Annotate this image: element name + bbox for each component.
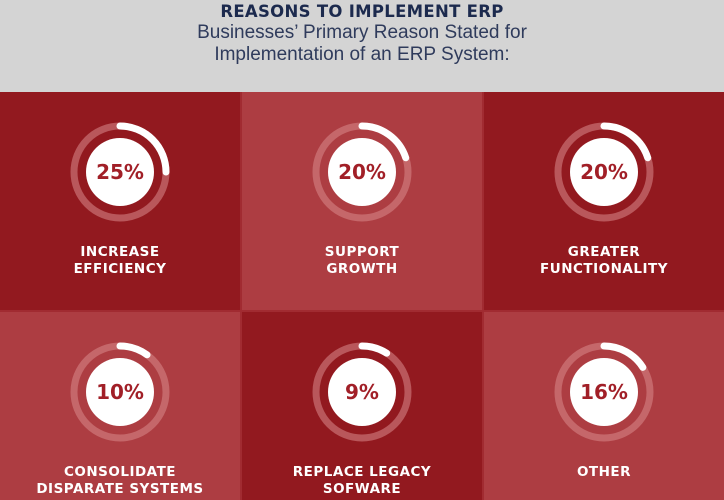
stat-tile: 10% CONSOLIDATE DISPARATE SYSTEMS — [0, 312, 240, 500]
progress-ring: 9% — [312, 342, 412, 442]
stat-label: GREATER FUNCTIONALITY — [484, 244, 724, 278]
progress-ring: 25% — [70, 122, 170, 222]
ring-progress-arc — [116, 122, 170, 176]
stat-label-line: INCREASE — [80, 244, 160, 260]
stat-label-line: SUPPORT — [324, 244, 400, 260]
header: REASONS TO IMPLEMENT ERP Businesses’ Pri… — [0, 0, 724, 92]
ring-progress-arc — [358, 122, 410, 162]
page-title: REASONS TO IMPLEMENT ERP — [220, 2, 504, 21]
ring-progress-arc — [600, 122, 652, 162]
percent-label: 9% — [345, 380, 379, 404]
stat-label: REPLACE LEGACY SOFWARE — [242, 464, 482, 498]
progress-ring: 20% — [554, 122, 654, 222]
percent-label: 20% — [338, 160, 386, 184]
ring-progress-arc — [600, 342, 647, 371]
stat-tile: 20% GREATER FUNCTIONALITY — [484, 92, 724, 310]
stat-label-line: FUNCTIONALITY — [540, 261, 668, 277]
ring-center — [328, 358, 396, 426]
progress-ring: 10% — [70, 342, 170, 442]
stat-label: CONSOLIDATE DISPARATE SYSTEMS — [0, 464, 240, 498]
ring-progress-arc — [116, 342, 151, 359]
ring-center — [570, 358, 638, 426]
stat-label: OTHER — [484, 464, 724, 481]
stat-label-line: CONSOLIDATE — [63, 464, 177, 480]
stat-tile: 20% SUPPORT GROWTH — [242, 92, 482, 310]
progress-ring: 20% — [312, 122, 412, 222]
stat-label-line: GREATER — [567, 244, 641, 260]
percent-label: 25% — [96, 160, 144, 184]
subtitle-line-2: Implementation of an ERP System: — [214, 44, 510, 65]
stat-tile: 16% OTHER — [484, 312, 724, 500]
stat-tile: 25% INCREASE EFFICIENCY — [0, 92, 240, 310]
percent-label: 20% — [580, 160, 628, 184]
ring-progress-arc — [358, 342, 391, 357]
stat-label: SUPPORT GROWTH — [242, 244, 482, 278]
stat-label-line: REPLACE LEGACY — [292, 464, 432, 480]
ring-center — [328, 138, 396, 206]
subtitle-line-1: Businesses’ Primary Reason Stated for — [197, 22, 527, 43]
stat-label-line: SOFWARE — [322, 481, 402, 497]
stat-label-line: DISPARATE SYSTEMS — [36, 481, 204, 497]
stat-label-line: EFFICIENCY — [73, 261, 167, 277]
ring-center — [86, 358, 154, 426]
stat-label-line: GROWTH — [326, 261, 398, 277]
stat-grid: 25% INCREASE EFFICIENCY 20% SUPPORT GROWTH 20%… — [0, 92, 724, 500]
ring-center — [86, 138, 154, 206]
progress-ring: 16% — [554, 342, 654, 442]
stat-label: INCREASE EFFICIENCY — [0, 244, 240, 278]
ring-center — [570, 138, 638, 206]
stat-tile: 9% REPLACE LEGACY SOFWARE — [242, 312, 482, 500]
stat-label-line: OTHER — [576, 464, 632, 480]
percent-label: 10% — [96, 380, 144, 404]
percent-label: 16% — [580, 380, 628, 404]
